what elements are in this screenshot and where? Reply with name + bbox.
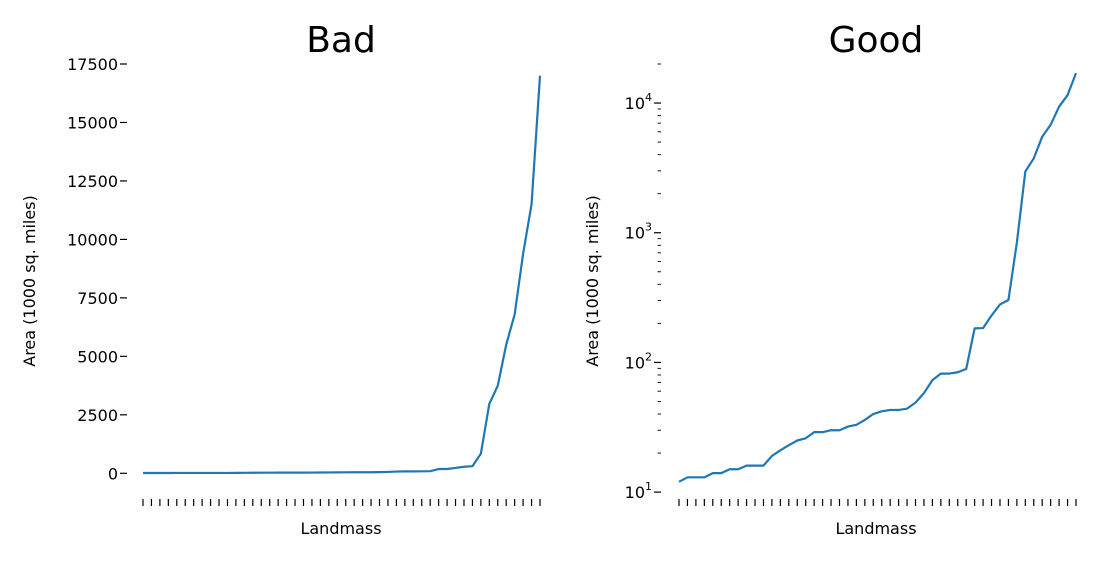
y-tick-label: 15000 (67, 113, 118, 132)
y-axis-good: 101 102 103 104 (625, 63, 661, 502)
y-tick-label: 104 (625, 91, 652, 113)
y-tick-label: 102 (625, 350, 652, 372)
x-axis-good (678, 499, 1077, 506)
y-tick-label: 0 (108, 464, 118, 483)
y-tick-label: 5000 (77, 347, 118, 366)
y-tick-label: 12500 (67, 172, 118, 191)
chart-title-bad: Bad (306, 20, 376, 61)
y-tick-label: 17500 (67, 55, 118, 74)
y-axis-bad: 0 2500 5000 7500 10000 12500 15000 17500 (67, 55, 127, 483)
x-axis-label-good: Landmass (835, 519, 916, 538)
y-axis-label-good: Area (1000 sq. miles) (583, 195, 602, 367)
chart-good: Good Landmass Area (1000 sq. miles) 1011… (583, 20, 1078, 538)
chart-title-good: Good (829, 20, 924, 61)
y-tick-label: 103 (625, 221, 652, 243)
y-tick-label: 7500 (77, 289, 118, 308)
y-tick-label: 10000 (67, 230, 118, 249)
chart-bad: Bad Landmass Area (1000 sq. miles) 0 2500… (20, 20, 542, 538)
plot-area-good (678, 72, 1078, 483)
y-axis-label-bad: Area (1000 sq. miles) (20, 195, 39, 367)
plot-area-bad (142, 75, 542, 475)
series-line (678, 72, 1078, 483)
series-line (142, 75, 542, 475)
x-axis-label-bad: Landmass (300, 519, 381, 538)
x-axis-bad (142, 499, 541, 506)
y-tick-label: 2500 (77, 406, 118, 425)
y-tick-label: 101 (625, 480, 652, 502)
